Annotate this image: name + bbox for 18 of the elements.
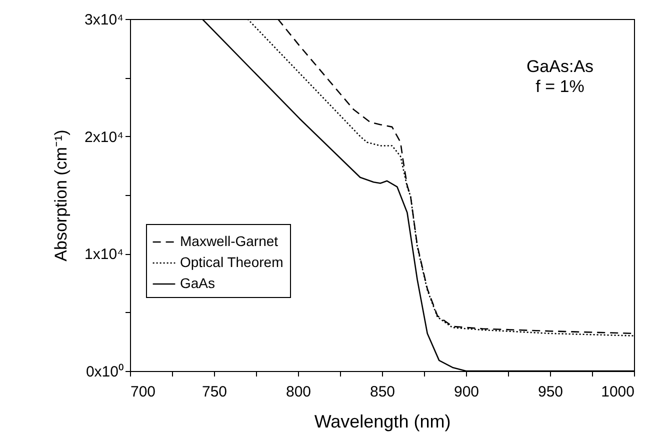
x-tick-label: 750	[202, 384, 228, 400]
y-tick-label: 2x10⁴	[84, 128, 124, 146]
annotation: f = 1%	[536, 77, 584, 96]
legend-label: GaAs	[180, 275, 216, 291]
legend-label: Maxwell-Garnet	[180, 233, 278, 249]
y-tick-label: 3x10⁴	[84, 12, 124, 28]
x-tick-label: 850	[370, 384, 396, 400]
annotation: GaAs:As	[526, 57, 594, 76]
x-tick-label: 800	[286, 384, 312, 400]
legend-label: Optical Theorem	[180, 254, 284, 270]
y-tick-label: 0x10⁰	[86, 364, 124, 380]
x-axis-title: Wavelength (nm)	[314, 412, 451, 432]
x-tick-label: 700	[130, 384, 156, 400]
x-tick-label: 900	[454, 384, 480, 400]
y-tick-label: 1x10⁴	[84, 246, 124, 264]
x-tick-label: 950	[538, 384, 564, 400]
y-axis-title: Absorption (cm⁻¹)	[52, 130, 71, 262]
x-tick-label: 1000	[601, 384, 634, 400]
